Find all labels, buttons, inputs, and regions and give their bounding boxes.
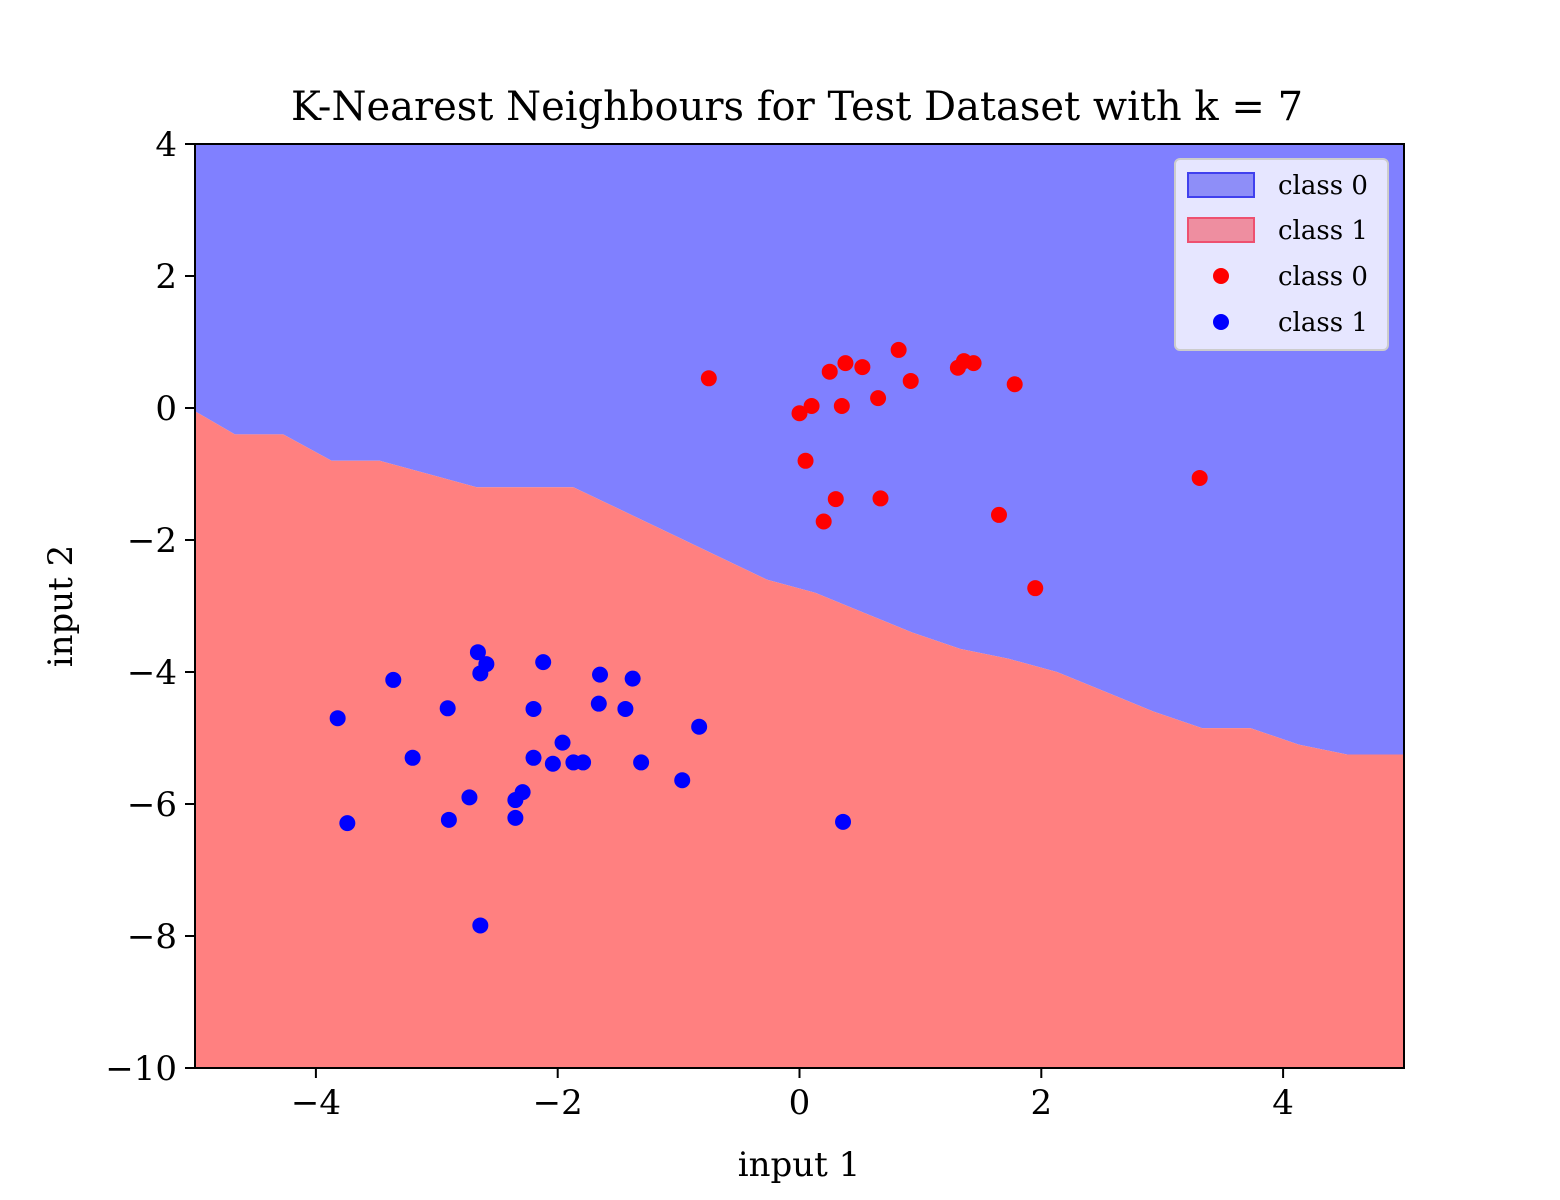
point-class-1-4 [439, 700, 456, 717]
point-class-0-18 [1006, 376, 1023, 393]
y-tick-label: −2 [127, 521, 177, 561]
point-class-0-7 [833, 398, 850, 415]
chart-title: K-Nearest Neighbours for Test Dataset wi… [291, 84, 1303, 130]
point-class-0-19 [1027, 580, 1044, 597]
point-class-1-25 [633, 754, 650, 771]
point-class-1-10 [472, 917, 489, 934]
legend-box [1174, 158, 1389, 351]
region-class-1 [195, 411, 1404, 1068]
legend-label-region-class-0: class 0 [1278, 171, 1368, 201]
point-class-1-27 [691, 718, 708, 735]
point-class-0-5 [821, 363, 838, 380]
point-class-1-24 [624, 670, 641, 687]
legend-swatch-region-class-1 [1187, 217, 1255, 243]
point-class-0-8 [837, 355, 854, 372]
y-axis-label: input 2 [41, 545, 81, 668]
scatter-points [329, 341, 1208, 934]
point-class-1-5 [440, 811, 457, 828]
y-tick-label: −8 [127, 917, 177, 957]
point-class-0-10 [870, 390, 887, 407]
point-class-1-13 [514, 784, 531, 801]
y-tick-label: −4 [127, 653, 177, 693]
legend-label-region-class-1: class 1 [1278, 216, 1368, 246]
y-tick-label: 4 [155, 125, 177, 165]
legend-swatch-region-class-0 [1187, 172, 1255, 198]
point-class-0-6 [827, 491, 844, 508]
point-class-0-0 [700, 370, 717, 387]
point-class-1-3 [404, 749, 421, 766]
y-tick-label: −10 [105, 1049, 177, 1089]
legend-marker-points-class-0 [1213, 268, 1229, 284]
point-class-1-1 [339, 815, 356, 832]
point-class-1-22 [592, 666, 609, 683]
point-class-1-28 [835, 813, 852, 830]
x-tick-label: −2 [533, 1083, 583, 1123]
plot-area [195, 144, 1404, 1068]
legend-label-points-class-1: class 1 [1278, 308, 1368, 338]
region-class-0 [195, 144, 1404, 755]
point-class-1-12 [507, 809, 524, 826]
point-class-0-12 [890, 341, 907, 358]
axis-ticks: −4 −2 0 2 4 −10 −8 −6 −4 −2 0 2 4 [105, 125, 1294, 1123]
point-class-1-18 [554, 734, 571, 751]
point-class-1-26 [674, 772, 691, 789]
point-class-0-1 [791, 405, 808, 422]
point-class-0-17 [990, 506, 1007, 523]
x-tick-label: 4 [1272, 1083, 1294, 1123]
point-class-1-21 [590, 695, 607, 712]
point-class-0-4 [815, 513, 832, 530]
point-class-0-11 [872, 490, 889, 507]
y-tick-label: −6 [127, 785, 177, 825]
point-class-0-13 [902, 372, 919, 389]
x-tick-label: 2 [1030, 1083, 1052, 1123]
point-class-1-16 [535, 654, 552, 671]
point-class-1-9 [478, 656, 495, 673]
point-class-0-9 [854, 359, 871, 376]
point-class-1-2 [385, 671, 402, 688]
point-class-1-15 [525, 749, 542, 766]
point-class-0-2 [797, 452, 814, 469]
point-class-1-14 [525, 700, 542, 717]
y-tick-label: 0 [155, 389, 177, 429]
legend-marker-points-class-1 [1213, 314, 1229, 330]
point-class-1-17 [544, 755, 561, 772]
point-class-0-20 [1191, 469, 1208, 486]
x-tick-label: 0 [789, 1083, 811, 1123]
point-class-0-3 [803, 398, 820, 415]
x-axis-label: input 1 [738, 1145, 861, 1185]
y-tick-label: 2 [155, 257, 177, 297]
point-class-0-16 [965, 355, 982, 372]
point-class-1-6 [461, 789, 478, 806]
point-class-1-20 [575, 754, 592, 771]
legend: class 0 class 1 class 0 class 1 [1174, 158, 1389, 351]
point-class-1-23 [617, 700, 634, 717]
x-tick-label: −4 [291, 1083, 341, 1123]
legend-label-points-class-0: class 0 [1278, 262, 1368, 292]
point-class-1-7 [469, 644, 486, 661]
point-class-1-0 [329, 710, 346, 727]
